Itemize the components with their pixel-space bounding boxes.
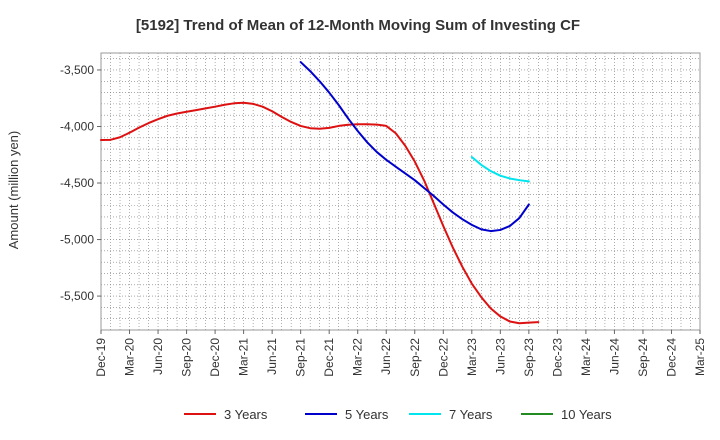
- x-tick-label: Mar-25: [693, 338, 707, 376]
- x-tick-label: Jun-22: [379, 338, 393, 375]
- x-tick-label: Dec-23: [550, 338, 564, 377]
- x-tick-label: Dec-24: [664, 338, 678, 377]
- y-tick-label: -5,500: [60, 289, 94, 303]
- series-line-7-years: [470, 156, 530, 183]
- grid: [100, 53, 701, 330]
- x-tick-label: Dec-19: [94, 338, 108, 377]
- x-tick-label: Jun-23: [493, 338, 507, 375]
- series-line-3-years: [100, 101, 540, 325]
- x-tick-label: Dec-22: [436, 338, 450, 377]
- y-tick-label: -5,000: [60, 233, 94, 247]
- y-ticks: -3,500 -4,000 -4,500 -5,000 -5,500: [60, 63, 101, 303]
- x-tick-label: Jun-24: [607, 338, 621, 375]
- x-tick-label: Jun-20: [151, 338, 165, 375]
- x-ticks: Dec-19 Mar-20 Jun-20 Sep-20 Dec-20 Mar-21 Jun-…: [94, 330, 707, 377]
- x-tick-label: Sep-24: [636, 338, 650, 377]
- series-group: [100, 61, 540, 325]
- x-tick-label: Sep-23: [522, 338, 536, 377]
- plot-frame: [100, 52, 701, 331]
- x-tick-label: Mar-20: [123, 338, 137, 376]
- y-tick-label: -3,500: [60, 63, 94, 77]
- x-tick-label: Dec-20: [208, 338, 222, 377]
- legend-label: 10 Years: [561, 407, 612, 422]
- x-tick-label: Sep-22: [408, 338, 422, 377]
- x-tick-label: Mar-21: [237, 338, 251, 376]
- x-tick-label: Dec-21: [322, 338, 336, 377]
- chart-title: [5192] Trend of Mean of 12-Month Moving …: [136, 17, 580, 34]
- legend: 3 Years 5 Years 7 Years 10 Years: [184, 407, 612, 422]
- x-tick-label: Sep-20: [180, 338, 194, 377]
- x-tick-label: Mar-23: [465, 338, 479, 376]
- x-tick-label: Mar-22: [351, 338, 365, 376]
- legend-label: 5 Years: [345, 407, 389, 422]
- y-tick-label: -4,500: [60, 176, 94, 190]
- x-tick-label: Mar-24: [579, 338, 593, 376]
- y-tick-label: -4,000: [60, 119, 94, 133]
- series-line-5-years: [299, 61, 530, 233]
- x-tick-label: Jun-21: [265, 338, 279, 375]
- x-tick-label: Sep-21: [294, 338, 308, 377]
- legend-label: 3 Years: [224, 407, 268, 422]
- legend-label: 7 Years: [449, 407, 493, 422]
- y-axis-label: Amount (million yen): [6, 131, 21, 250]
